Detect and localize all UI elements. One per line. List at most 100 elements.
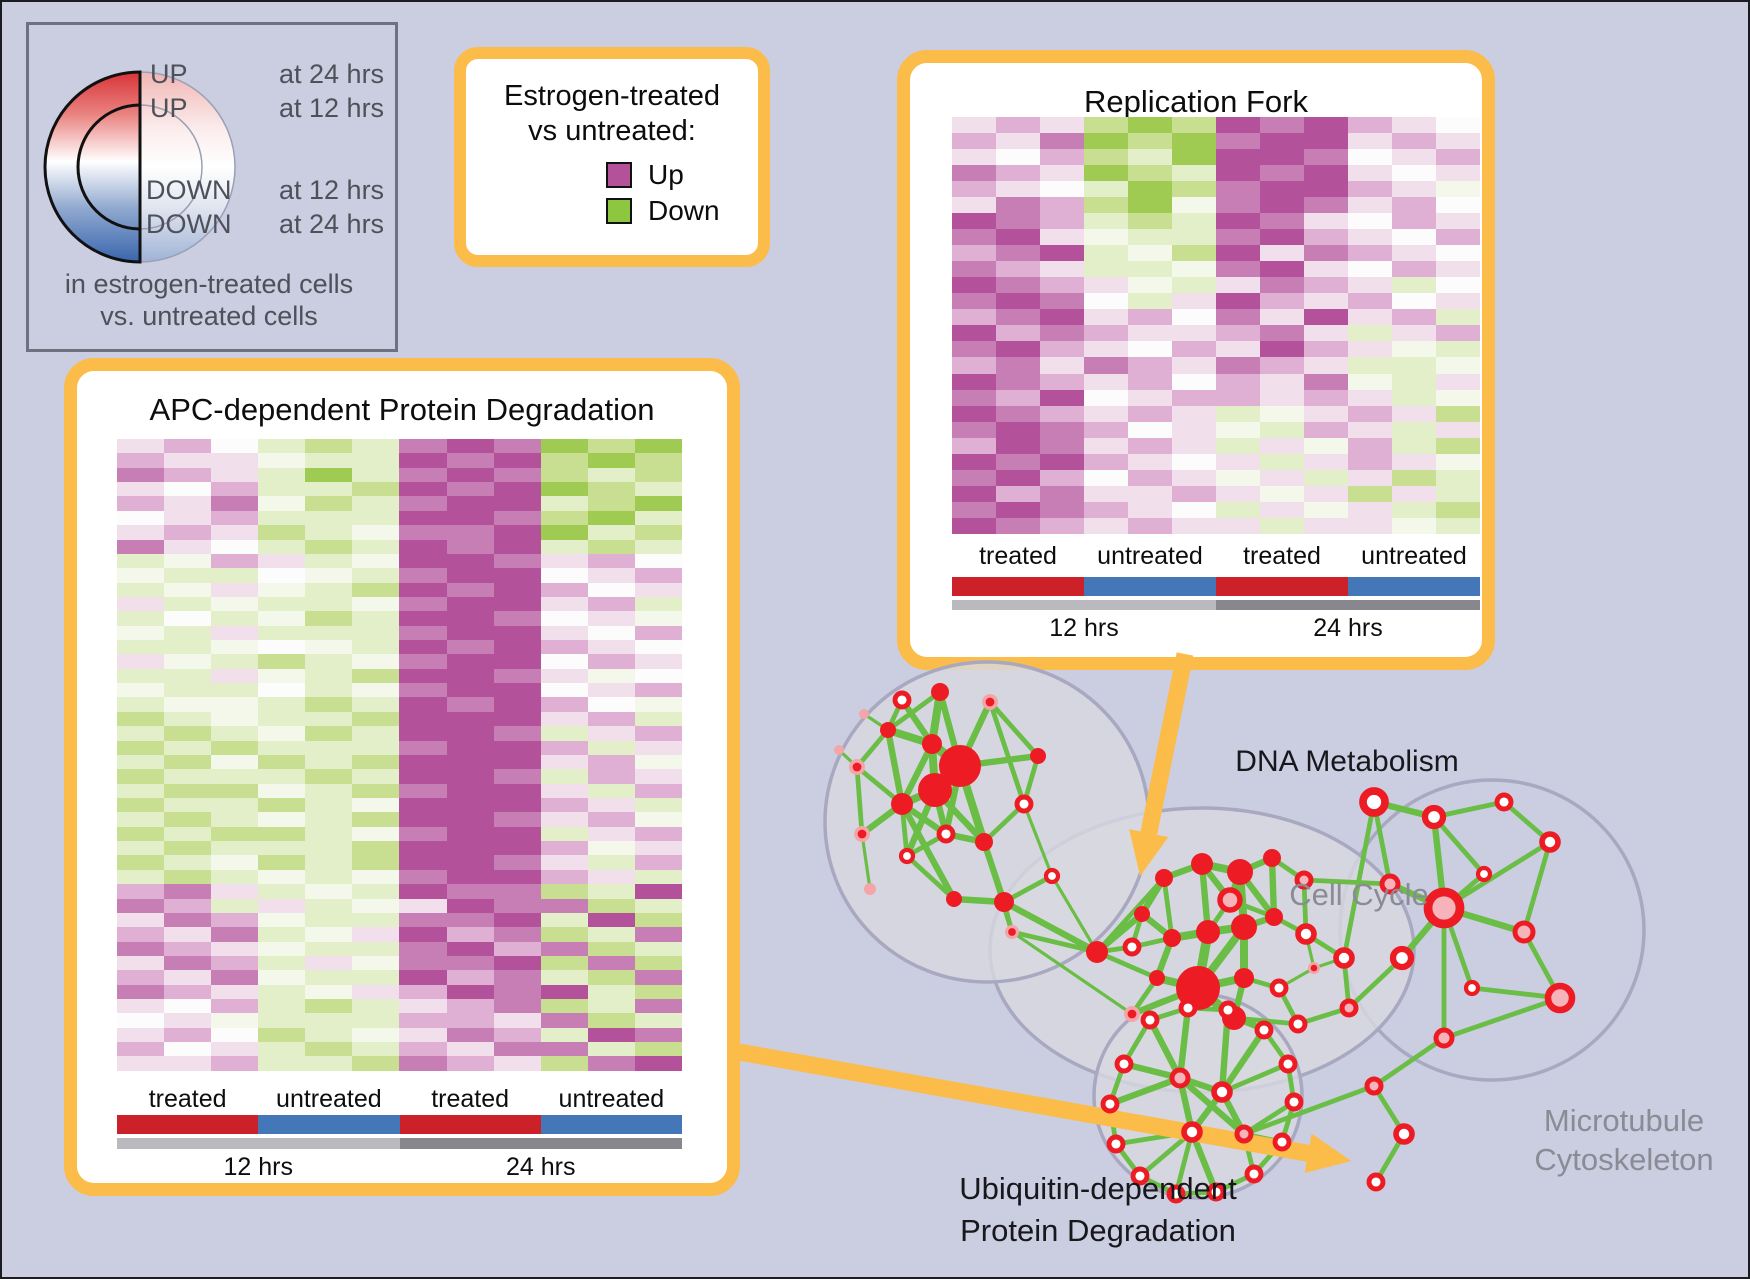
heatmap-cell	[1172, 197, 1216, 214]
heatmap-cell	[1216, 245, 1260, 262]
heatmap-cell	[211, 783, 259, 798]
heatmap-cell	[540, 726, 588, 741]
heatmap-cell	[352, 539, 400, 554]
heatmap-cell	[634, 525, 682, 540]
heatmap-cell	[117, 539, 165, 554]
heatmap-cell	[1128, 421, 1172, 438]
heatmap-row	[117, 955, 682, 971]
heatmap-cell	[540, 941, 588, 956]
heatmap-cell	[634, 467, 682, 483]
heatmap-cell	[1172, 453, 1216, 470]
heatmap-cell	[634, 683, 682, 698]
heatmap-cell	[399, 482, 447, 497]
heatmap-cell	[1084, 133, 1128, 150]
heatmap-cell	[305, 668, 353, 684]
heatmap-row	[117, 912, 682, 928]
heatmap-cell	[1128, 485, 1172, 502]
heatmap-cell	[493, 769, 541, 784]
heatmap-cell	[164, 596, 212, 612]
12hrs-bar	[117, 1138, 400, 1149]
heatmap-cell	[399, 467, 447, 483]
heatmap-cell	[1436, 437, 1480, 454]
heatmap-cell	[1040, 373, 1084, 390]
heatmap-cell	[1348, 229, 1392, 246]
heatmap-cell	[1216, 501, 1260, 518]
heatmap-cell	[1392, 181, 1436, 198]
heatmap-cell	[1172, 501, 1216, 518]
heatmap-cell	[1084, 213, 1128, 230]
heatmap-cell	[1392, 165, 1436, 182]
heatmap-cell	[258, 869, 306, 885]
heatmap-cell	[1084, 469, 1128, 486]
heatmap-cell	[305, 754, 353, 770]
network-node-solid	[880, 722, 896, 738]
heatmap-cell	[399, 912, 447, 928]
heatmap-cell	[1084, 117, 1128, 134]
heatmap-cell	[1304, 245, 1348, 262]
heatmap-cell	[634, 439, 682, 454]
heatmap-row	[117, 941, 682, 956]
heatmap-cell	[587, 539, 635, 554]
heatmap-cell	[1436, 485, 1480, 502]
heatmap-row	[952, 485, 1480, 502]
heatmap-cell	[164, 1042, 212, 1057]
heatmap-cell	[952, 437, 996, 454]
heatmap-cell	[352, 927, 400, 942]
heatmap-cell	[1260, 437, 1304, 454]
heatmap-cell	[164, 1013, 212, 1028]
heatmap-cell	[1392, 309, 1436, 326]
heatmap-cell	[1216, 517, 1260, 534]
network-node-donut	[1421, 804, 1447, 830]
heatmap-cell	[540, 510, 588, 526]
network-edge	[1000, 898, 1101, 956]
heatmap-cell	[446, 596, 494, 612]
heatmap-cell	[1128, 165, 1172, 182]
heatmap-cell	[493, 970, 541, 985]
heatmap-row	[952, 469, 1480, 486]
heatmap-cell	[540, 912, 588, 928]
network-node-donut	[1393, 1123, 1415, 1145]
heatmap-cell	[1084, 277, 1128, 294]
heatmap-cell	[164, 582, 212, 597]
heatmap-row	[117, 496, 682, 511]
heatmap-cell	[587, 582, 635, 597]
network-node-solid	[946, 891, 962, 907]
heatmap-cell	[446, 769, 494, 784]
heatmap-cell	[1040, 405, 1084, 422]
heatmap-cell	[1172, 517, 1216, 534]
network-edge	[1521, 839, 1553, 935]
heatmap-cell	[1084, 293, 1128, 310]
heatmap-cell	[493, 726, 541, 741]
heatmap-cell	[258, 754, 306, 770]
heatmap-cell	[1172, 485, 1216, 502]
heatmap-cell	[1436, 517, 1480, 534]
heatmap-cell	[996, 261, 1040, 278]
ring-legend-down-24-label: DOWN	[146, 209, 232, 239]
network-node-donut	[1106, 1134, 1126, 1154]
heatmap-cell	[117, 884, 165, 899]
heatmap-cell	[1436, 325, 1480, 342]
heatmap-cell	[117, 654, 165, 669]
heatmap-row	[117, 812, 682, 827]
heatmap-cell	[258, 783, 306, 798]
heatmap-row	[117, 711, 682, 727]
network-edge	[1022, 802, 1054, 878]
heatmap-cell	[1436, 133, 1480, 150]
heatmap-cell	[952, 197, 996, 214]
heatmap-cell	[1216, 357, 1260, 374]
heatmap-cell	[258, 769, 306, 784]
heatmap-cell	[1040, 181, 1084, 198]
heatmap-cell	[1084, 373, 1128, 390]
heatmap-cell	[1084, 341, 1128, 358]
heatmap-cell	[1084, 437, 1128, 454]
heatmap-cell	[952, 261, 996, 278]
heatmap-cell	[952, 277, 996, 294]
heatmap-cell	[446, 568, 494, 583]
time-label: 12 hrs	[223, 1153, 293, 1181]
heatmap-cell	[164, 927, 212, 942]
heatmap-cell	[634, 941, 682, 956]
heatmap-cell	[1084, 405, 1128, 422]
heatmap-cell	[305, 955, 353, 971]
heatmap-cell	[1040, 293, 1084, 310]
heatmap-cell	[399, 510, 447, 526]
